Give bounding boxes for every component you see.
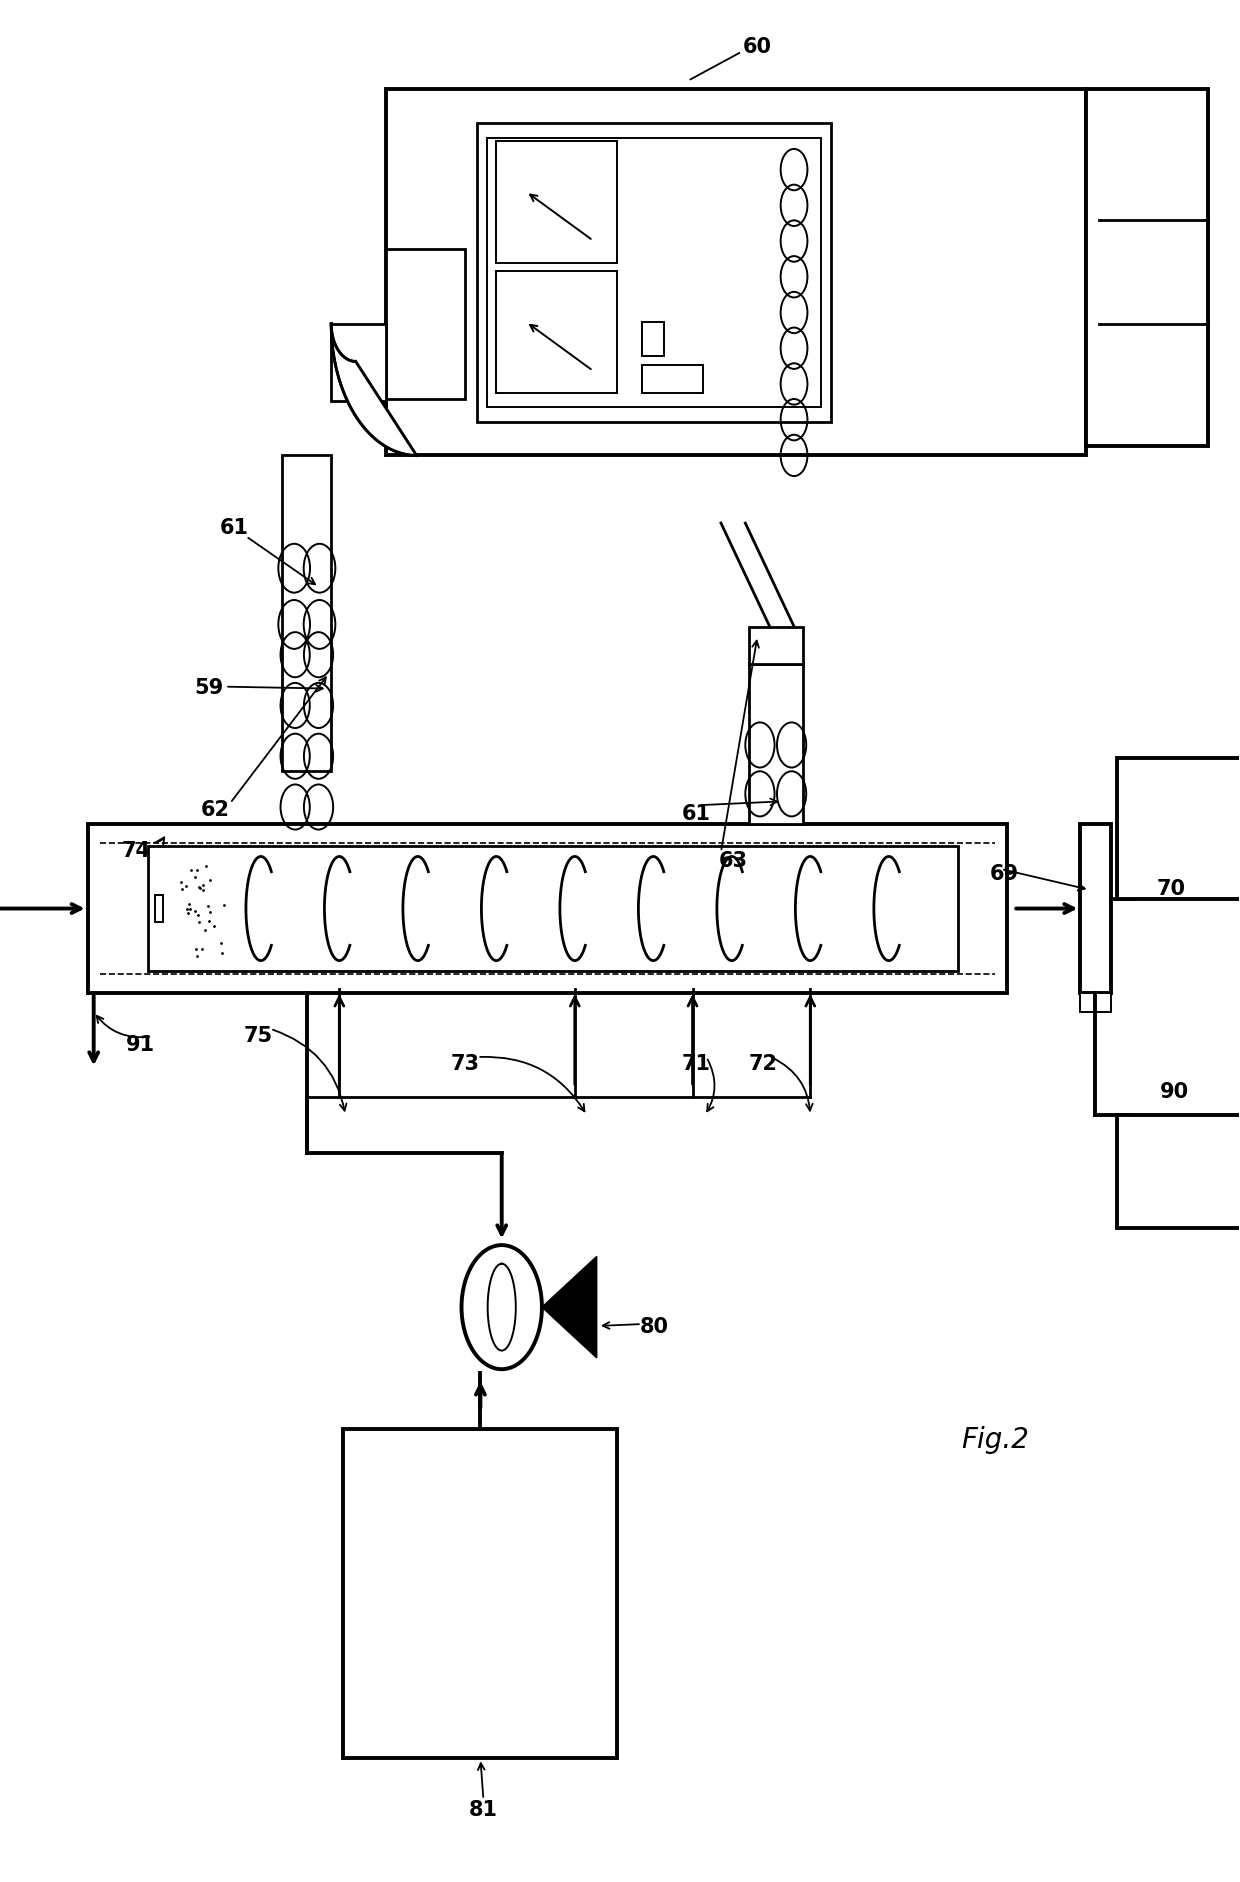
Bar [477,124,831,422]
Text: 63: 63 [719,851,748,869]
Text: 75: 75 [243,1026,273,1045]
Bar [642,365,703,393]
Bar [1117,758,1240,900]
Bar [155,896,164,922]
Text: 80: 80 [640,1316,668,1336]
Text: Fig.2: Fig.2 [961,1425,1029,1453]
Text: 72: 72 [749,1054,777,1073]
Text: 73: 73 [450,1054,480,1073]
Bar [1086,90,1208,446]
Bar [331,324,386,401]
Text: 61: 61 [682,804,711,822]
Text: 70: 70 [1157,879,1187,898]
Bar [642,322,663,356]
Bar [1117,1116,1240,1229]
Bar [149,847,959,971]
Bar [749,664,802,824]
Text: 59: 59 [195,678,224,698]
Text: 62: 62 [201,800,229,819]
Text: 74: 74 [122,841,151,860]
Bar [1080,824,1111,994]
Polygon shape [542,1257,596,1359]
Bar [1080,994,1111,1013]
Bar [88,824,1007,994]
Bar [182,853,755,965]
Text: 91: 91 [125,1035,155,1054]
Bar [283,455,331,772]
Bar [487,139,821,407]
Bar [755,853,897,965]
Bar [0,824,2,994]
Bar [749,627,802,664]
Text: 71: 71 [682,1054,711,1073]
Bar [386,90,1086,455]
Polygon shape [331,324,417,455]
Text: 61: 61 [219,518,248,538]
Bar [496,141,618,263]
Bar [343,1430,618,1758]
Text: 90: 90 [1159,1082,1189,1101]
Bar [496,273,618,393]
Bar [386,250,465,399]
Text: 60: 60 [743,36,773,56]
Text: 81: 81 [469,1799,498,1820]
Text: 69: 69 [991,864,1019,883]
